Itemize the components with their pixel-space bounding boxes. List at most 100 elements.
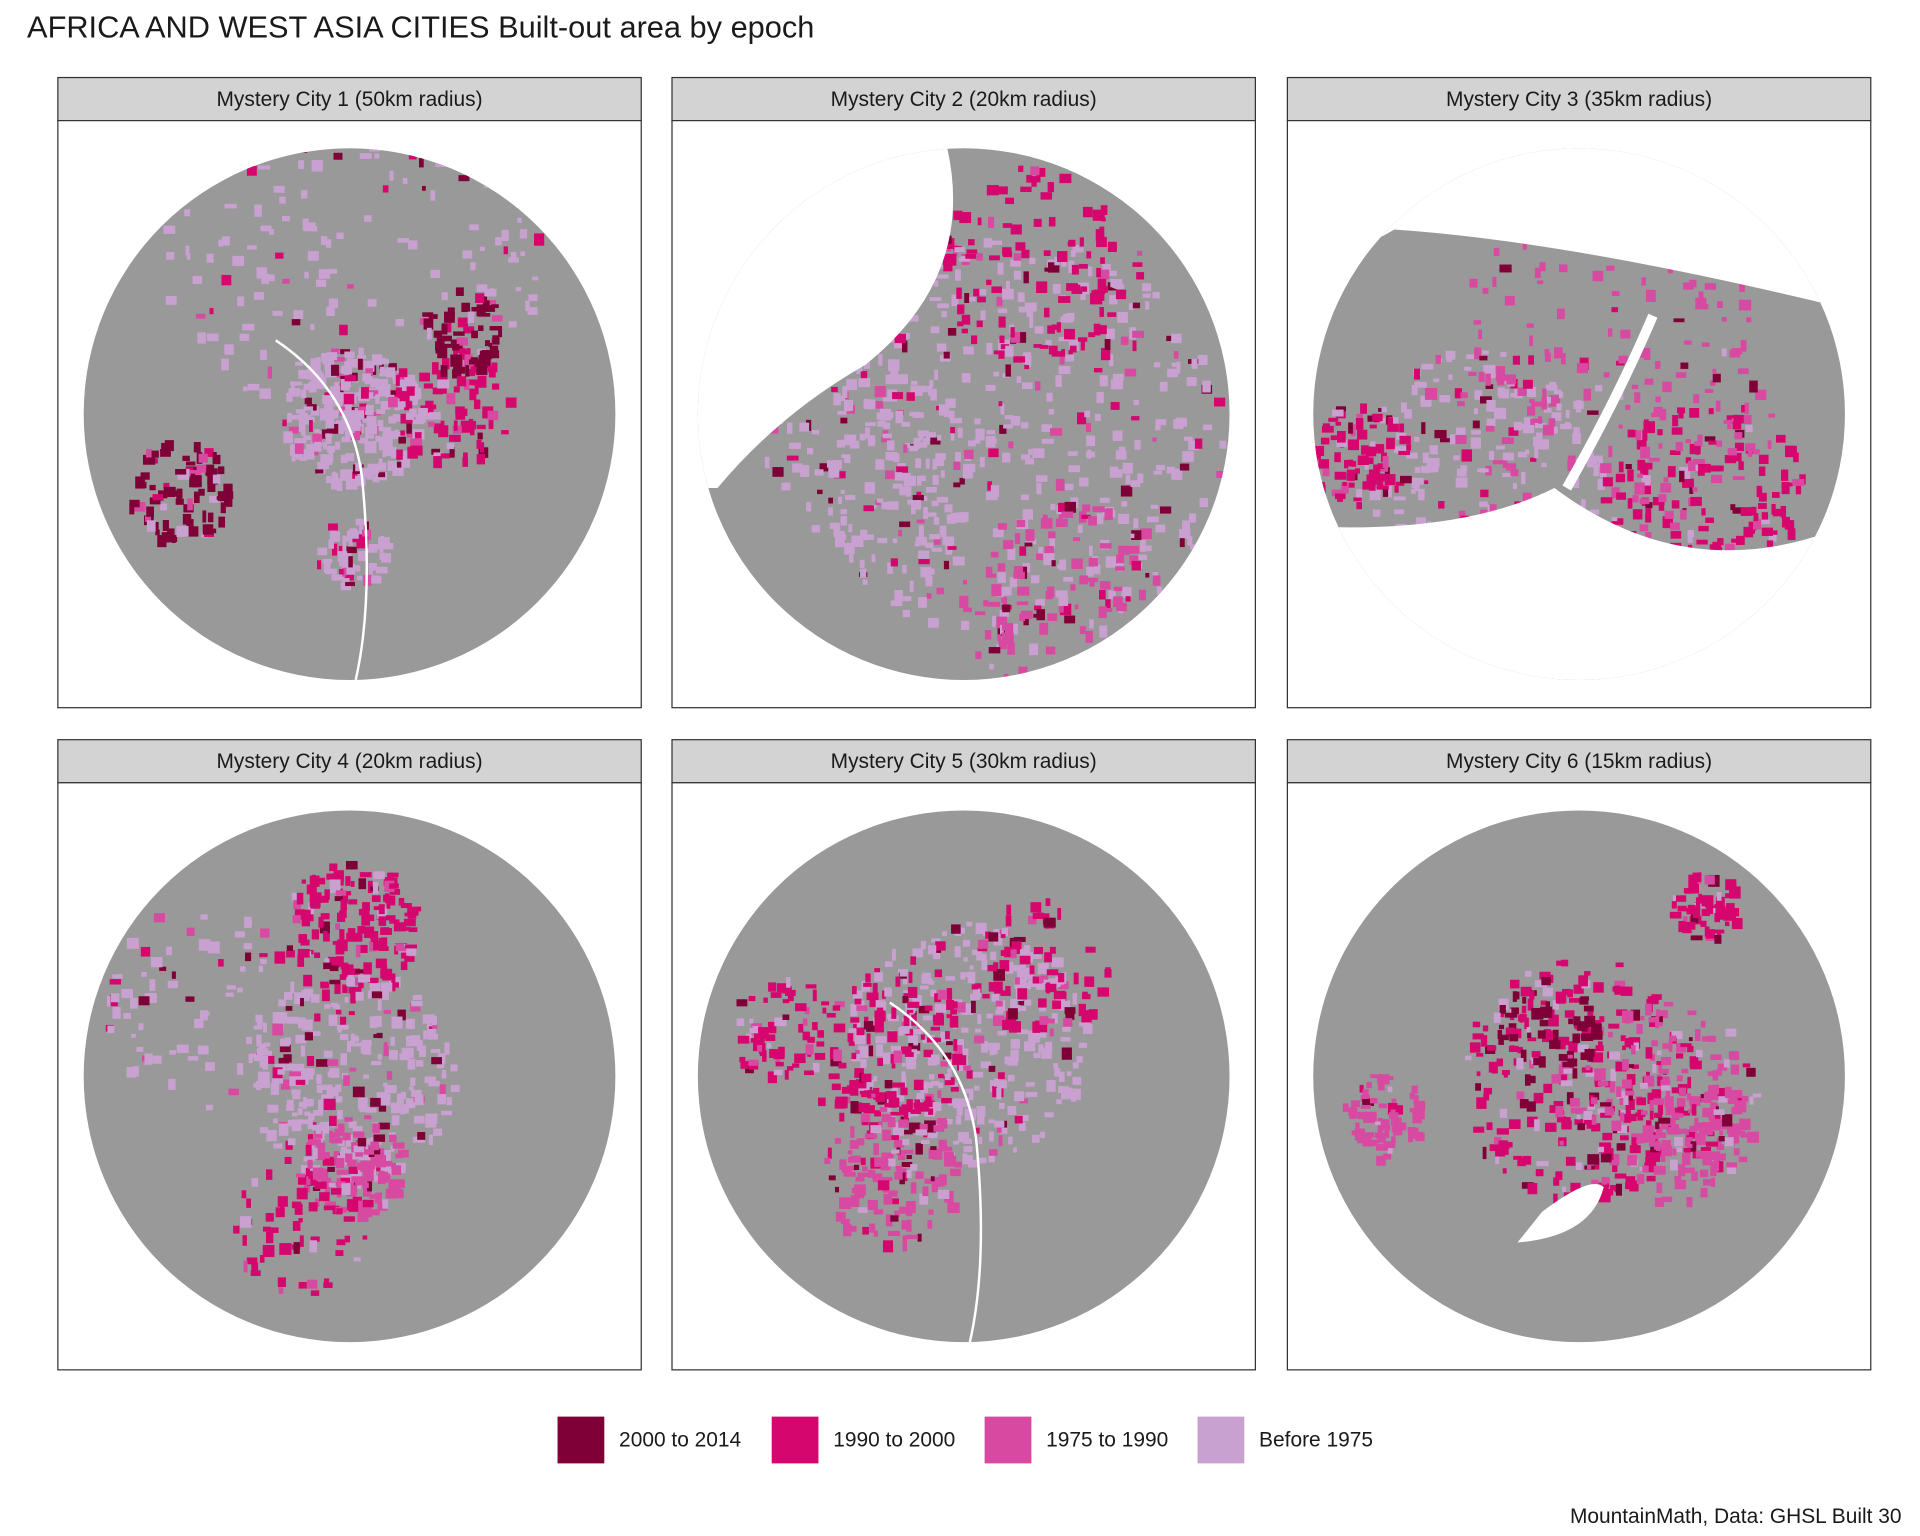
built-patch [160,449,171,457]
built-patch [1534,267,1541,278]
built-patch [259,953,268,958]
built-patch [389,170,394,181]
built-patch [1115,566,1125,571]
built-patch [828,467,840,478]
built-patch [1128,302,1134,310]
built-patch [294,443,304,454]
built-patch [423,383,433,389]
built-patch [1013,356,1026,363]
built-patch [890,1111,901,1116]
built-patch [866,1079,874,1087]
built-patch [1717,301,1723,309]
built-patch [182,455,190,461]
built-patch [1096,267,1101,278]
built-patch [1727,448,1737,456]
built-patch [1342,1103,1349,1112]
built-patch [1108,590,1116,600]
built-patch [340,366,349,374]
built-patch [953,1140,959,1145]
built-patch [1629,1145,1641,1154]
built-patch [1522,379,1533,389]
river [889,1001,983,1343]
built-patch [1000,344,1010,350]
built-patch [911,1028,923,1035]
built-patch [176,491,181,501]
built-patch [1568,1018,1574,1025]
built-patch [314,1013,321,1022]
built-patch [244,52,254,58]
built-patch [915,536,927,546]
built-patch [1488,450,1494,460]
built-patch [267,366,273,379]
built-patch [1099,306,1105,317]
built-patch [414,1094,424,1106]
built-patch [292,915,301,924]
built-patch [1414,467,1421,473]
built-patch [1739,281,1745,292]
built-patch [1581,1023,1588,1032]
built-patch [944,504,953,513]
built-patch [1010,415,1021,426]
built-patch [110,993,120,1003]
built-patch [829,522,840,530]
built-patch [1534,422,1547,429]
built-patch [1621,1079,1632,1089]
built-patch [899,486,912,496]
built-patch [346,977,355,987]
built-patch [1539,971,1551,980]
built-patch [1133,399,1139,406]
built-patch [1638,482,1652,495]
built-patch [1179,529,1191,539]
built-patch [880,1159,889,1171]
built-patch [1021,610,1033,620]
built-patch [395,943,405,952]
built-patch [886,501,899,510]
built-patch [1025,1082,1035,1087]
built-patch [901,1071,906,1081]
built-patch [226,985,236,990]
built-patch [950,417,963,424]
built-patch [1622,1058,1629,1071]
built-patch [242,323,255,331]
built-patch [187,1056,199,1061]
built-patch [977,296,986,303]
built-patch [1039,1024,1048,1033]
built-patch [1640,1015,1645,1021]
built-patch [377,1174,386,1185]
built-patch [1096,392,1104,404]
built-patch [346,1179,354,1184]
built-patch [308,1113,315,1121]
built-patch [329,1130,334,1143]
built-patch [1699,1169,1709,1178]
built-patch [1660,1079,1671,1091]
built-patch [925,576,933,583]
built-patch [385,367,396,378]
built-patch [1611,1120,1622,1132]
built-patch [1384,1079,1390,1085]
built-patch [153,913,165,923]
built-patch [892,1082,905,1088]
built-patch [1473,408,1478,415]
built-patch [1726,882,1737,890]
built-patch [1045,339,1052,346]
built-patch [1701,908,1710,917]
built-patch [1653,406,1663,416]
built-patch [901,1076,907,1087]
built-patch [392,464,404,477]
built-patch [802,1031,810,1041]
built-patch [1714,934,1722,944]
built-patch [975,1028,982,1033]
built-patch [1655,1121,1660,1130]
built-patch [198,488,205,496]
built-patch [1031,176,1037,187]
built-patch [1707,1071,1714,1077]
built-patch [376,378,389,390]
built-patch [1067,241,1074,247]
built-patch [1531,1051,1541,1059]
built-patch [1583,1110,1593,1120]
built-patch [1627,429,1635,438]
built-patch [905,1054,917,1066]
built-patch [1542,424,1554,436]
built-patch [834,1099,846,1109]
built-patch [782,1014,790,1021]
